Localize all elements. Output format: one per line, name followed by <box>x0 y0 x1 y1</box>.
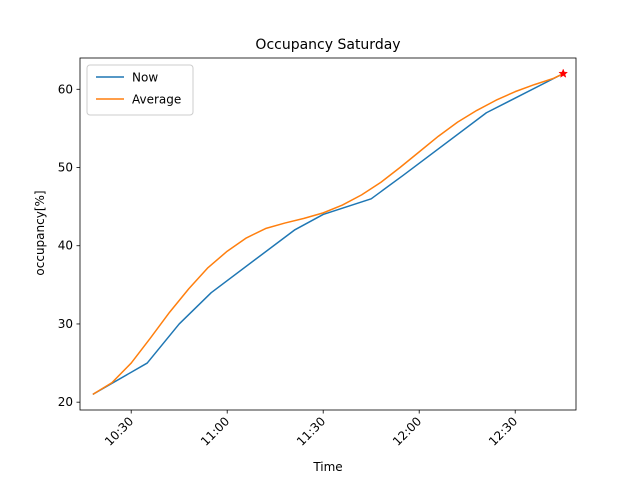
y-tick-label: 40 <box>58 239 73 253</box>
legend-label-now: Now <box>132 71 158 85</box>
current-point-star-marker <box>558 68 569 78</box>
chart-title: Occupancy Saturday <box>255 37 400 53</box>
y-axis-label: occupancy[%] <box>33 190 47 275</box>
series-line-now <box>92 72 564 396</box>
y-tick-label: 30 <box>58 317 73 331</box>
y-tick-label: 50 <box>58 161 73 175</box>
y-tick-label: 60 <box>58 82 73 96</box>
axes-frame <box>79 57 577 411</box>
y-tick-label: 20 <box>58 395 73 409</box>
series-line-average <box>92 72 564 395</box>
legend-label-average: Average <box>132 93 181 107</box>
x-axis-label: Time <box>312 460 342 474</box>
